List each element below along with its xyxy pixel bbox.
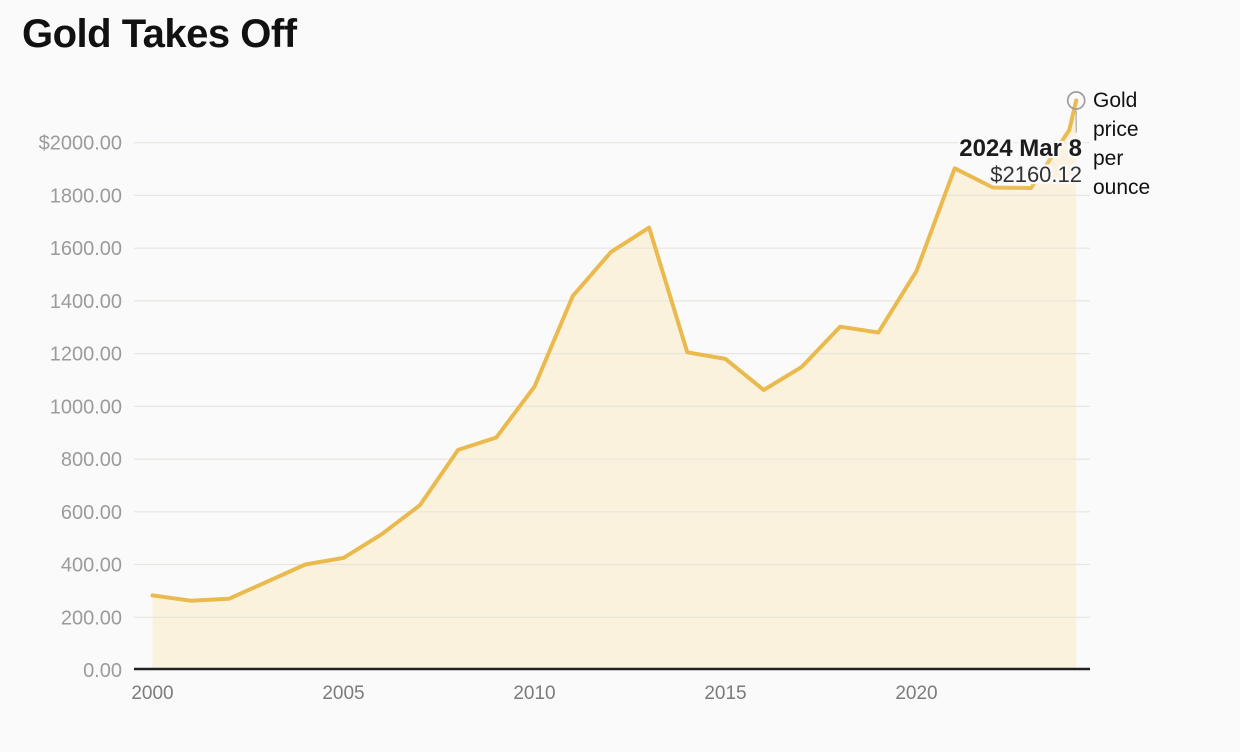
y-tick-label: 1800.00 (50, 185, 122, 207)
y-tick-label: 1200.00 (50, 344, 122, 366)
y-tick-label: 800.00 (61, 449, 122, 471)
y-tick-label: 1600.00 (50, 238, 122, 260)
x-tick-label: 2015 (704, 683, 746, 704)
annotation-date-label: 2024 Mar 8 (959, 135, 1082, 162)
x-tick-label: 2005 (322, 683, 364, 704)
y-tick-label: 200.00 (61, 607, 122, 629)
page-title: Gold Takes Off (22, 12, 297, 56)
x-tick-label: 2010 (513, 683, 555, 704)
y-tick-label: 1400.00 (50, 291, 122, 313)
y-tick-label: 400.00 (61, 555, 122, 577)
annotation-price-label: $2160.12 (990, 162, 1082, 187)
y-tick-label: 0.00 (83, 660, 122, 682)
endpoint-marker (1066, 91, 1086, 110)
series-label: Gold price per ounce (1093, 89, 1151, 199)
x-tick-label: 2000 (131, 683, 173, 704)
x-tick-label: 2020 (895, 683, 937, 704)
y-tick-label: $2000.00 (39, 133, 122, 155)
area-fill (152, 100, 1077, 669)
y-tick-label: 1000.00 (50, 396, 122, 418)
price-line (150, 98, 1079, 603)
y-tick-label: 600.00 (61, 502, 122, 524)
